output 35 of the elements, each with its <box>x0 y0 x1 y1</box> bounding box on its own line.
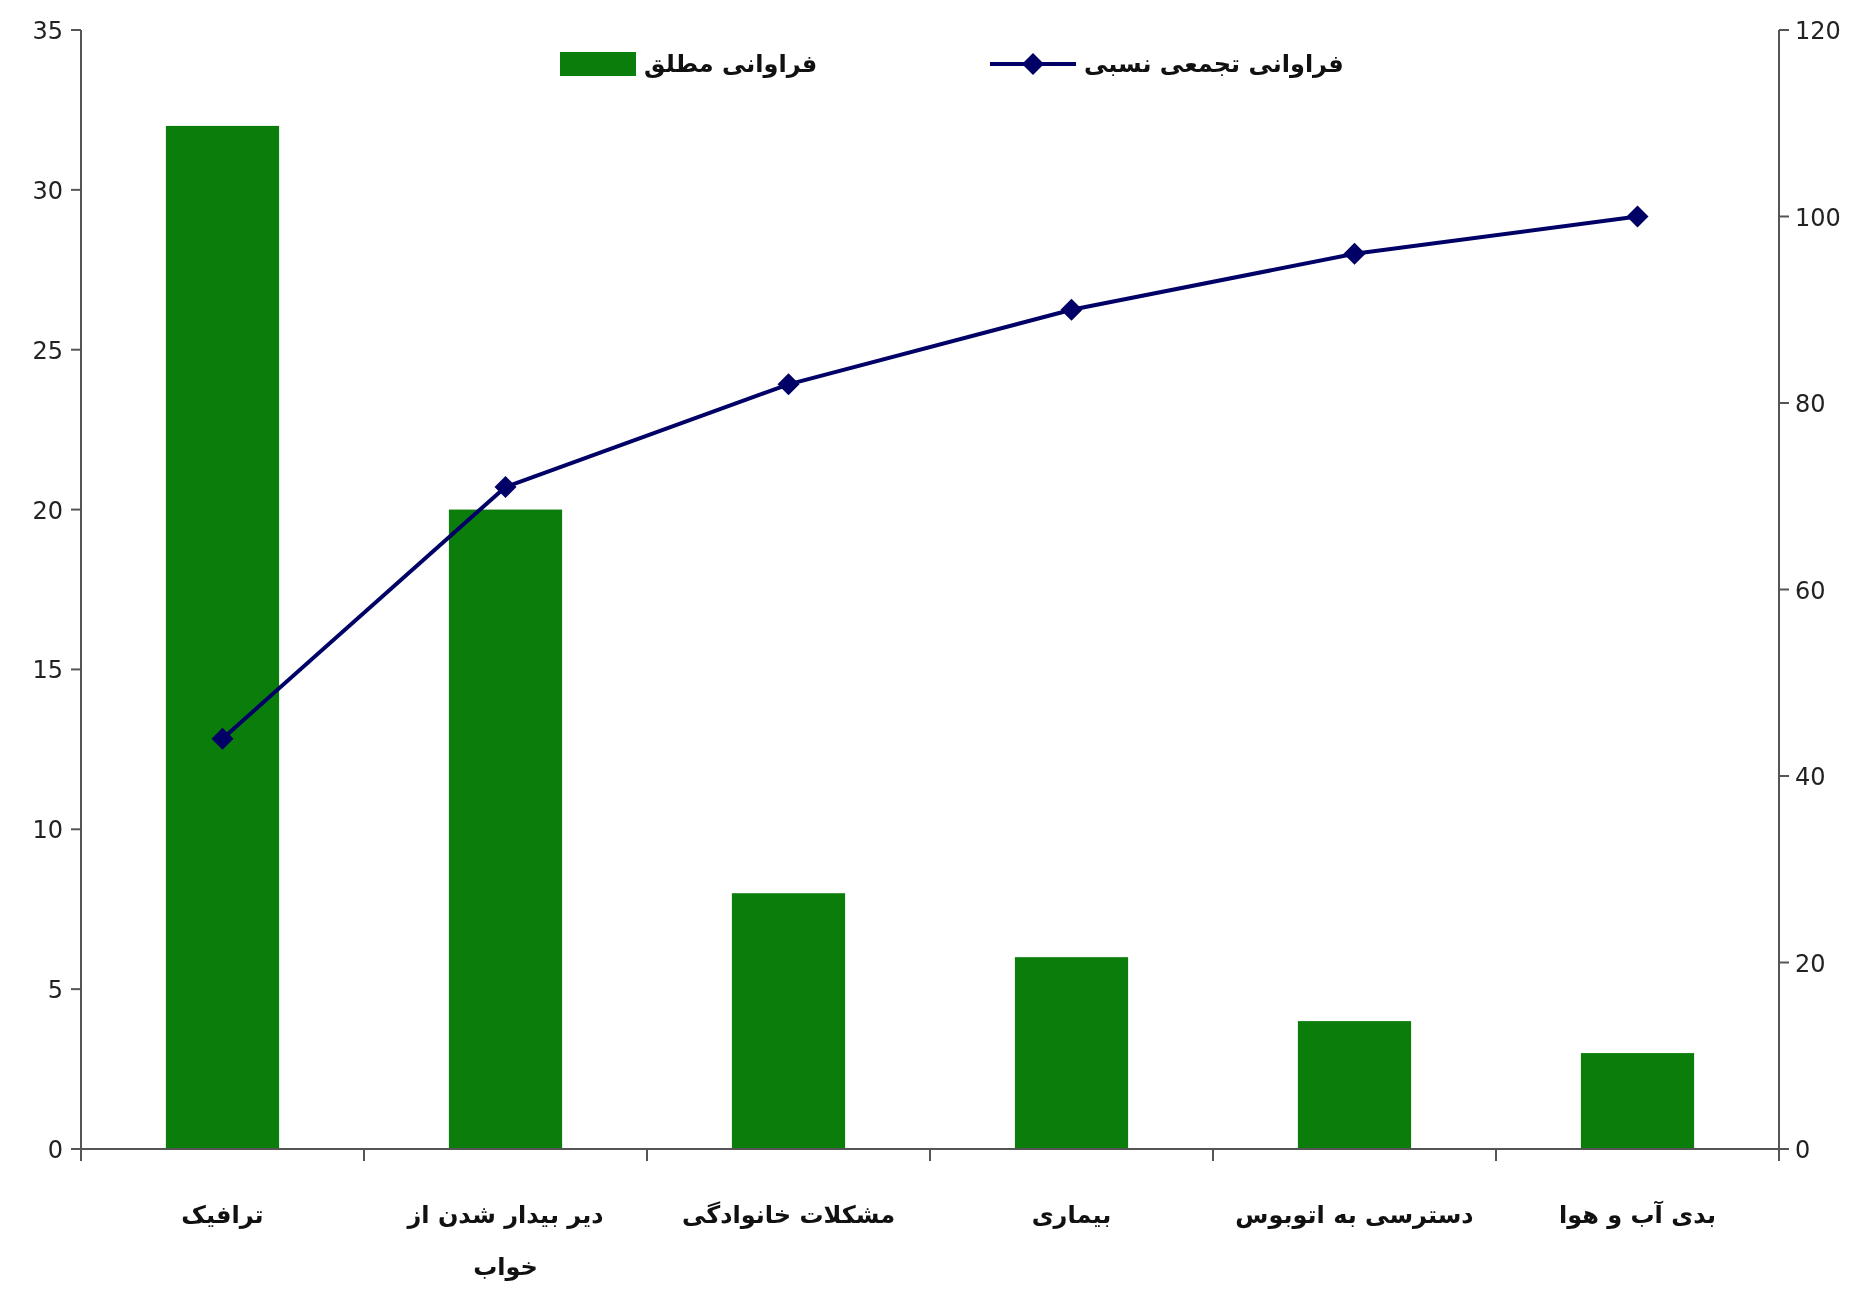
y-tick-label: 0 <box>47 1136 63 1164</box>
y-tick-label: 30 <box>32 176 63 205</box>
x-tick-label: دیر بیدار شدن از خواب <box>405 1200 605 1283</box>
y2-tick-label: 100 <box>1795 203 1841 232</box>
legend-label: فراوانی مطلق <box>644 49 818 80</box>
y2-tick-label: 20 <box>1795 949 1826 978</box>
point <box>494 475 517 498</box>
point <box>1626 205 1649 228</box>
x-tick-label: ترافیک <box>180 1200 265 1231</box>
y2-tick-label: 60 <box>1795 576 1826 605</box>
y-tick-label: 20 <box>32 496 63 525</box>
point <box>1343 242 1366 265</box>
y-tick-label: 10 <box>32 816 63 845</box>
bar <box>1014 957 1129 1149</box>
y2-tick-label: 80 <box>1795 390 1826 418</box>
y-tick-label: 35 <box>32 17 63 45</box>
y-tick-label: 15 <box>32 656 63 685</box>
legend-label: فراوانی تجمعی نسبی <box>1084 49 1344 80</box>
x-tick-label: دسترسی به اتوبوس <box>1234 1200 1475 1231</box>
point <box>1060 298 1083 321</box>
point <box>211 727 234 750</box>
y2-tick-label: 120 <box>1795 17 1841 45</box>
x-tick-label: مشکلات خانوادگی <box>680 1200 897 1231</box>
bar <box>1297 1021 1412 1149</box>
bar <box>1580 1053 1695 1149</box>
point <box>777 373 800 396</box>
bar <box>448 509 563 1149</box>
x-tick-label: بدی آب و هوا <box>1557 1200 1718 1231</box>
y-tick-label: 5 <box>47 976 63 1005</box>
y2-tick-label: 40 <box>1795 763 1826 791</box>
x-tick-label: بیماری <box>1030 1200 1113 1231</box>
y-tick-label: 25 <box>32 336 63 365</box>
bar <box>165 125 280 1149</box>
bar <box>731 893 846 1149</box>
y2-tick-label: 0 <box>1795 1136 1811 1164</box>
